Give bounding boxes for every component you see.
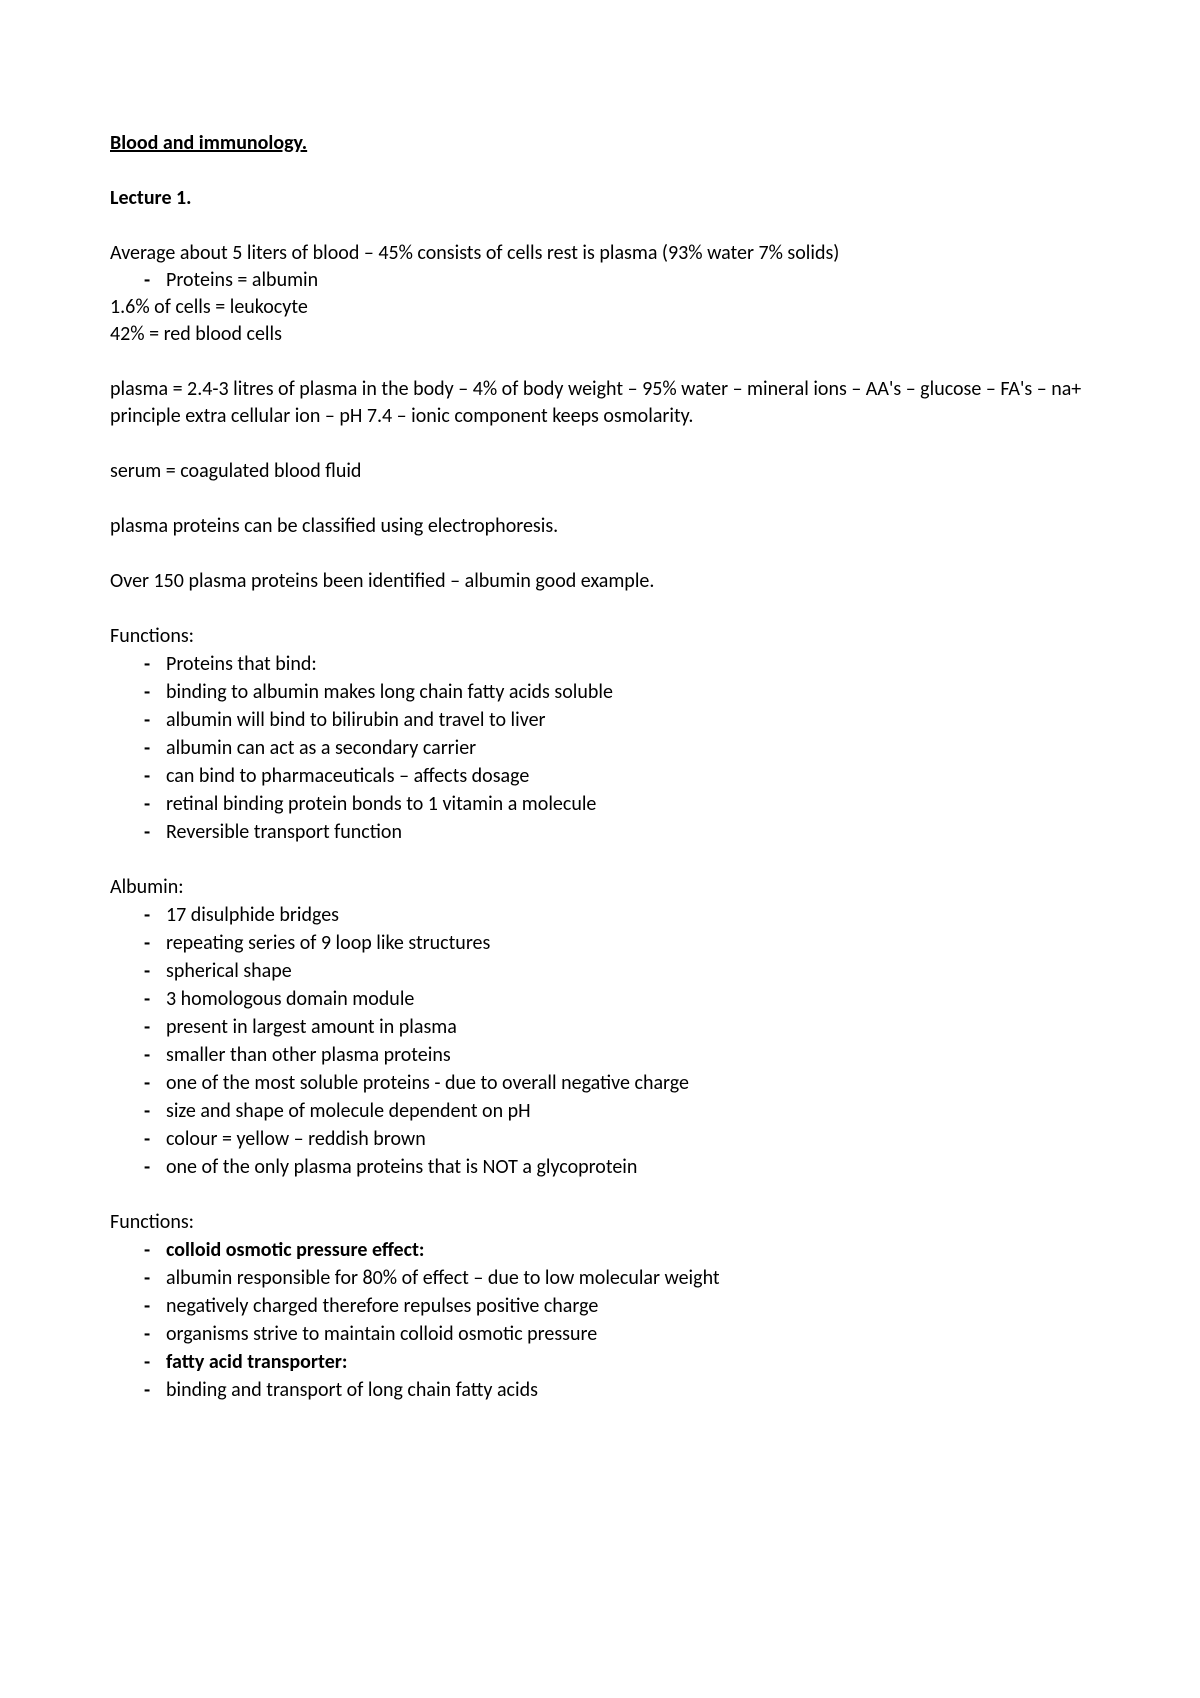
list-item: 17 disulphide bridges	[166, 902, 1090, 929]
list-item: 3 homologous domain module	[166, 986, 1090, 1013]
intro-line-3: 42% = red blood cells	[110, 321, 1090, 348]
list-item: can bind to pharmaceuticals – affects do…	[166, 763, 1090, 790]
albumin-heading: Albumin:	[110, 874, 1090, 901]
document-page: Blood and immunology. Lecture 1. Average…	[110, 130, 1090, 1404]
list-item: smaller than other plasma proteins	[166, 1042, 1090, 1069]
list-item: Reversible transport function	[166, 819, 1090, 846]
lecture-subtitle: Lecture 1.	[110, 185, 1090, 212]
document-title: Blood and immunology.	[110, 130, 1090, 157]
functions-1-section: Functions: Proteins that bind: binding t…	[110, 623, 1090, 846]
functions-2-section: Functions: colloid osmotic pressure effe…	[110, 1209, 1090, 1404]
intro-bullet: Proteins = albumin	[110, 267, 1090, 294]
list-item: albumin responsible for 80% of effect – …	[166, 1265, 1090, 1292]
list-item: Proteins that bind:	[166, 651, 1090, 678]
list-item: one of the only plasma proteins that is …	[166, 1154, 1090, 1181]
list-item: repeating series of 9 loop like structur…	[166, 930, 1090, 957]
list-item: colour = yellow – reddish brown	[166, 1126, 1090, 1153]
plasma-paragraph: plasma = 2.4-3 litres of plasma in the b…	[110, 376, 1090, 430]
list-item: fatty acid transporter:	[166, 1349, 1090, 1376]
functions-2-heading: Functions:	[110, 1209, 1090, 1236]
list-item: negatively charged therefore repulses po…	[166, 1293, 1090, 1320]
intro-section: Average about 5 liters of blood – 45% co…	[110, 240, 1090, 348]
list-item: albumin will bind to bilirubin and trave…	[166, 707, 1090, 734]
list-item: binding to albumin makes long chain fatt…	[166, 679, 1090, 706]
albumin-list: 17 disulphide bridges repeating series o…	[110, 902, 1090, 1181]
list-item: spherical shape	[166, 958, 1090, 985]
list-item: albumin can act as a secondary carrier	[166, 735, 1090, 762]
albumin-section: Albumin: 17 disulphide bridges repeating…	[110, 874, 1090, 1181]
functions-1-heading: Functions:	[110, 623, 1090, 650]
intro-line-1: Average about 5 liters of blood – 45% co…	[110, 240, 1090, 267]
list-item: one of the most soluble proteins - due t…	[166, 1070, 1090, 1097]
serum-line: serum = coagulated blood fluid	[110, 458, 1090, 485]
functions-1-list: Proteins that bind: binding to albumin m…	[110, 651, 1090, 846]
classify-line: plasma proteins can be classified using …	[110, 513, 1090, 540]
list-item: colloid osmotic pressure effect:	[166, 1237, 1090, 1264]
intro-line-2: 1.6% of cells = leukocyte	[110, 294, 1090, 321]
list-item: retinal binding protein bonds to 1 vitam…	[166, 791, 1090, 818]
list-item: present in largest amount in plasma	[166, 1014, 1090, 1041]
list-item: organisms strive to maintain colloid osm…	[166, 1321, 1090, 1348]
functions-2-list: colloid osmotic pressure effect: albumin…	[110, 1237, 1090, 1404]
identified-line: Over 150 plasma proteins been identified…	[110, 568, 1090, 595]
list-item: binding and transport of long chain fatt…	[166, 1377, 1090, 1404]
list-item: size and shape of molecule dependent on …	[166, 1098, 1090, 1125]
